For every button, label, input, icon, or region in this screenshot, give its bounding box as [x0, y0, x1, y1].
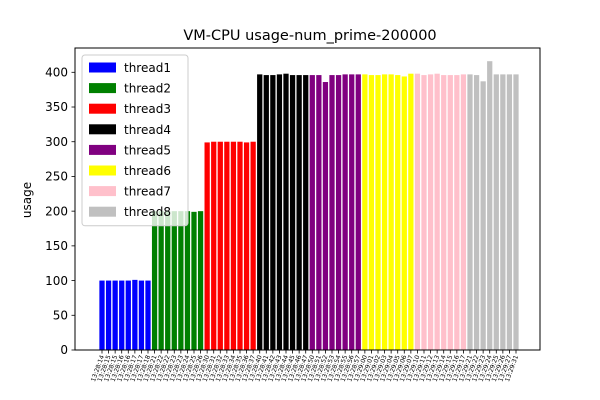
- bar-thread4-5: [283, 73, 289, 350]
- bar-thread6-2: [368, 75, 375, 350]
- legend-swatch-thread5: [89, 144, 116, 155]
- legend-swatch-thread8: [89, 206, 116, 217]
- bar-thread1-2: [105, 280, 112, 350]
- bar-thread5-1: [309, 75, 315, 350]
- legend-label-thread7: thread7: [124, 185, 171, 199]
- bar-thread2-4: [171, 211, 177, 350]
- bar-thread5-7: [349, 74, 355, 350]
- bar-thread6-1: [362, 74, 368, 350]
- bar-thread8-7: [506, 74, 513, 350]
- legend-swatch-thread4: [89, 124, 116, 135]
- bar-thread3-7: [243, 142, 250, 350]
- bar-thread8-3: [480, 81, 486, 350]
- bar-thread4-1: [257, 74, 263, 350]
- bar-thread4-8: [303, 75, 309, 350]
- bar-thread8-2: [473, 75, 480, 350]
- bar-thread6-5: [388, 74, 394, 350]
- bar-thread3-6: [237, 141, 243, 350]
- bar-thread6-7: [401, 76, 407, 351]
- legend-label-thread1: thread1: [124, 61, 171, 75]
- y-tick-label: 50: [53, 308, 68, 322]
- bar-thread2-2: [158, 211, 164, 350]
- bar-thread5-6: [342, 74, 348, 350]
- bar-thread7-3: [427, 74, 434, 350]
- bar-thread7-6: [447, 75, 453, 350]
- bar-thread7-2: [421, 75, 427, 350]
- y-tick-label: 300: [45, 135, 68, 149]
- legend-swatch-thread3: [89, 103, 116, 114]
- legend-label-thread4: thread4: [124, 123, 171, 137]
- y-tick-label: 350: [45, 100, 68, 114]
- bar-thread3-5: [230, 141, 237, 350]
- chart-title: VM-CPU usage-num_prime-200000: [183, 28, 436, 44]
- y-tick-label: 200: [45, 204, 68, 218]
- bar-thread6-3: [375, 75, 381, 350]
- y-tick-label: 100: [45, 274, 68, 288]
- legend-box: [81, 54, 189, 227]
- y-tick-label: 250: [45, 170, 68, 184]
- bar-thread3-8: [250, 141, 256, 350]
- bar-thread3-3: [217, 141, 223, 350]
- bar-thread8-6: [500, 74, 506, 350]
- bar-thread5-5: [335, 75, 342, 350]
- bar-thread1-3: [112, 280, 118, 350]
- bar-thread7-1: [414, 73, 421, 350]
- bar-thread3-2: [211, 141, 217, 350]
- bar-thread4-7: [296, 75, 302, 350]
- legend: thread1 thread2 thread3 thread4 thread5 threa…: [81, 54, 189, 227]
- legend-label-thread5: thread5: [124, 143, 171, 157]
- bar-thread5-2: [316, 75, 322, 350]
- bar-thread7-5: [441, 75, 447, 350]
- bar-thread4-4: [276, 74, 283, 350]
- bar-thread1-6: [132, 279, 138, 350]
- bar-thread7-8: [460, 74, 467, 350]
- bar-thread1-1: [99, 280, 105, 350]
- legend-swatch-thread6: [89, 165, 116, 176]
- bar-thread3-4: [224, 141, 230, 350]
- legend-label-thread2: thread2: [124, 82, 171, 96]
- y-tick-label: 0: [60, 343, 68, 357]
- bar-thread8-1: [467, 74, 473, 350]
- legend-swatch-thread2: [89, 83, 116, 94]
- bar-thread6-6: [395, 75, 401, 350]
- bar-thread6-4: [381, 74, 388, 350]
- legend-label-thread8: thread8: [124, 205, 171, 219]
- x-axis: 13:28:1413:28:1513:28:1513:28:1613:28:16…: [90, 350, 520, 383]
- bar-thread2-6: [184, 211, 191, 350]
- bar-thread7-7: [454, 75, 460, 350]
- y-tick-label: 400: [45, 65, 68, 79]
- bar-thread8-4: [487, 61, 493, 350]
- bar-thread2-7: [191, 211, 197, 350]
- bar-thread4-2: [263, 75, 269, 350]
- bar-thread5-8: [355, 74, 361, 350]
- bar-thread3-1: [204, 142, 210, 350]
- bar-thread1-5: [125, 280, 131, 350]
- legend-label-thread3: thread3: [124, 102, 171, 116]
- bars-layer: [99, 61, 519, 351]
- legend-swatch-thread1: [89, 62, 116, 73]
- bar-thread4-6: [289, 75, 296, 350]
- bar-thread2-3: [165, 211, 171, 350]
- bar-thread8-5: [493, 74, 499, 350]
- bar-thread8-8: [513, 74, 519, 350]
- legend-label-thread6: thread6: [124, 164, 171, 178]
- bar-thread6-8: [408, 73, 414, 350]
- legend-swatch-thread7: [89, 186, 116, 197]
- bar-thread1-4: [119, 280, 125, 350]
- bar-thread2-5: [178, 211, 184, 350]
- bar-thread5-4: [329, 75, 335, 350]
- bar-thread2-8: [197, 211, 204, 350]
- y-tick-label: 150: [45, 239, 68, 253]
- bar-thread7-4: [434, 73, 440, 350]
- bar-thread1-8: [145, 280, 151, 350]
- y-axis-label: usage: [20, 182, 34, 218]
- bar-thread2-1: [151, 211, 158, 350]
- y-axis: 0 50 100 150 200 250 300 350 400: [45, 65, 75, 357]
- plot-frame: [74, 47, 541, 351]
- bar-thread5-3: [322, 82, 329, 351]
- bar-thread1-7: [138, 280, 145, 350]
- bar-thread4-3: [270, 75, 276, 350]
